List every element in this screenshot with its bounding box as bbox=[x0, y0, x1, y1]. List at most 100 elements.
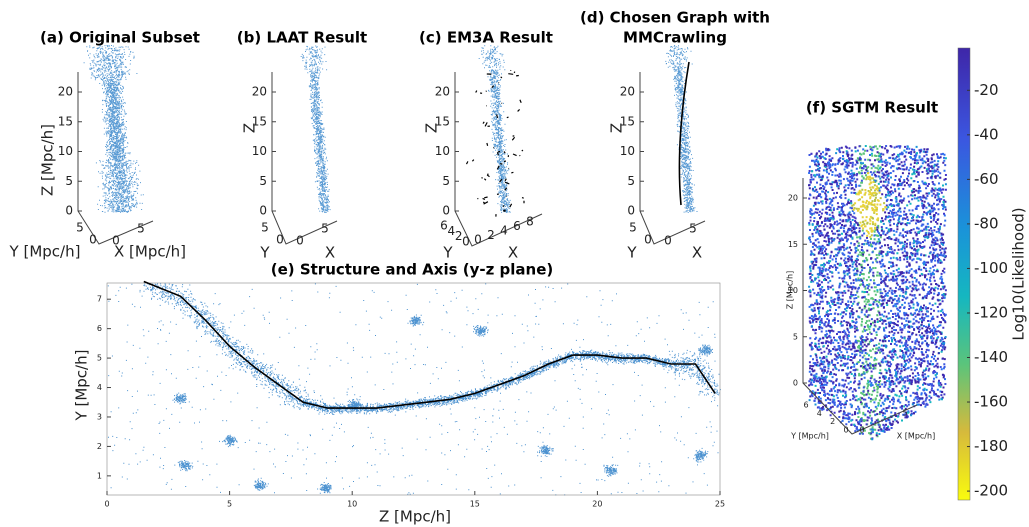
x-axis-label: X [Mpc/h] bbox=[897, 432, 935, 441]
colorbar-tick-label: -80 bbox=[974, 214, 999, 232]
x-axis-label: X [Mpc/h] bbox=[114, 243, 186, 261]
z-tick-label: 0 bbox=[259, 204, 267, 218]
x-tick-label: 0 bbox=[104, 500, 109, 509]
point-cloud bbox=[300, 45, 331, 213]
graph-edges bbox=[465, 69, 525, 217]
point-cloud bbox=[852, 172, 887, 238]
y-tick-label: 6 bbox=[803, 401, 808, 410]
z-tick-label: 5 bbox=[442, 174, 450, 188]
z-tick-label: 0 bbox=[65, 204, 73, 218]
z-axis-label: Z bbox=[241, 123, 259, 133]
point-cloud bbox=[808, 145, 947, 435]
z-axis-label: Z [Mpc/h] bbox=[39, 124, 57, 196]
y-tick-label: 6 bbox=[97, 324, 102, 333]
y-axis-label: Y [Mpc/h] bbox=[9, 243, 81, 261]
y-tick-label: 2 bbox=[830, 417, 835, 426]
y-tick-label: 1 bbox=[97, 471, 102, 480]
z-tick-label: 10 bbox=[58, 144, 73, 158]
chart-title: (e) Structure and Axis (y-z plane) bbox=[271, 261, 554, 279]
y-axis-label: Y bbox=[259, 244, 270, 262]
x-axis-label: Z [Mpc/h] bbox=[379, 508, 451, 526]
y-tick-label: 5 bbox=[261, 221, 269, 235]
z-tick-label: 15 bbox=[620, 114, 635, 128]
x-tick-label: 15 bbox=[470, 500, 480, 509]
colorbar-tick-label: -160 bbox=[974, 393, 1008, 411]
x-tick-label: 0 bbox=[474, 233, 482, 247]
x-tick-label: 0 bbox=[859, 426, 864, 435]
panel-title: (b) LAAT Result bbox=[237, 29, 367, 47]
z-tick-label: 5 bbox=[65, 174, 73, 188]
colorbar-label: Log10(Likelihood) bbox=[1010, 207, 1028, 340]
colorbar-tick-label: -60 bbox=[974, 170, 999, 188]
axis-line bbox=[802, 178, 918, 435]
panel-title: (f) SGTM Result bbox=[806, 99, 938, 117]
z-tick-label: 5 bbox=[793, 332, 798, 341]
y-tick-label: 6 bbox=[440, 219, 448, 233]
z-tick-label: 15 bbox=[788, 240, 798, 249]
axis-line bbox=[454, 72, 543, 247]
z-tick-label: 0 bbox=[627, 204, 635, 218]
y-tick-label: 5 bbox=[629, 221, 637, 235]
y-tick-label: 0 bbox=[276, 233, 284, 247]
z-tick-label: 10 bbox=[435, 144, 450, 158]
z-tick-label: 10 bbox=[252, 144, 267, 158]
x-tick-label: 4 bbox=[500, 224, 508, 238]
axis-line bbox=[77, 72, 154, 245]
panel-title: (a) Original Subset bbox=[40, 29, 200, 47]
y-tick-label: 5 bbox=[76, 221, 84, 235]
panel-title: (d) Chosen Graph with bbox=[580, 9, 770, 27]
y-tick-label: 5 bbox=[97, 354, 102, 363]
x-tick-label: 25 bbox=[715, 500, 725, 509]
z-tick-label: 20 bbox=[435, 85, 450, 99]
y-tick-label: 0 bbox=[644, 233, 652, 247]
y-tick-label: 2 bbox=[97, 442, 102, 451]
x-axis-label: X bbox=[325, 244, 335, 262]
z-tick-label: 10 bbox=[788, 286, 798, 295]
z-tick-label: 5 bbox=[259, 174, 267, 188]
axis-line-series bbox=[143, 280, 716, 409]
z-axis-label: Z [Mpc/h] bbox=[786, 271, 795, 309]
z-tick-label: 20 bbox=[788, 194, 798, 203]
y-tick-label: 4 bbox=[448, 224, 456, 238]
y-tick-label: 4 bbox=[97, 383, 102, 392]
point-cloud bbox=[83, 45, 144, 213]
colorbar-tick-label: -180 bbox=[974, 437, 1008, 455]
point-cloud bbox=[107, 283, 721, 496]
y-tick-label: 0 bbox=[89, 233, 97, 247]
z-tick-label: 10 bbox=[620, 144, 635, 158]
x-tick-label: 5 bbox=[321, 222, 329, 236]
z-tick-label: 0 bbox=[793, 379, 798, 388]
x-tick-label: 20 bbox=[592, 500, 602, 509]
x-tick-label: 5 bbox=[227, 500, 232, 509]
panel-title: (c) EM3A Result bbox=[419, 29, 553, 47]
z-tick-label: 20 bbox=[620, 85, 635, 99]
z-axis-label: Z bbox=[423, 123, 441, 133]
y-tick-label: 2 bbox=[455, 229, 463, 243]
colorbar-tick-label: -20 bbox=[974, 81, 999, 99]
plot-frame bbox=[106, 282, 721, 496]
z-tick-label: 15 bbox=[435, 114, 450, 128]
colorbar-tick-label: -100 bbox=[974, 259, 1008, 277]
axis-line bbox=[271, 72, 338, 245]
z-tick-label: 15 bbox=[252, 114, 267, 128]
y-axis-label: Y bbox=[626, 244, 637, 262]
colorbar-tick-label: -40 bbox=[974, 125, 999, 143]
y-axis-label: Y bbox=[442, 244, 453, 262]
point-cloud bbox=[856, 145, 882, 440]
z-tick-label: 20 bbox=[58, 85, 73, 99]
x-tick-label: 0 bbox=[296, 234, 304, 248]
colorbar-tick-label: -120 bbox=[974, 303, 1008, 321]
x-tick-label: 5 bbox=[902, 409, 907, 418]
x-tick-label: 5 bbox=[137, 222, 145, 236]
y-tick-label: 0 bbox=[462, 235, 470, 249]
x-tick-label: 10 bbox=[347, 500, 357, 509]
x-tick-label: 8 bbox=[526, 215, 534, 229]
z-tick-label: 15 bbox=[58, 114, 73, 128]
x-tick-label: 0 bbox=[664, 234, 672, 248]
z-tick-label: 0 bbox=[442, 204, 450, 218]
x-tick-label: 0 bbox=[112, 234, 120, 248]
y-tick-label: 7 bbox=[97, 295, 102, 304]
x-tick-label: 2 bbox=[487, 228, 495, 242]
z-axis-label: Z bbox=[608, 123, 626, 133]
